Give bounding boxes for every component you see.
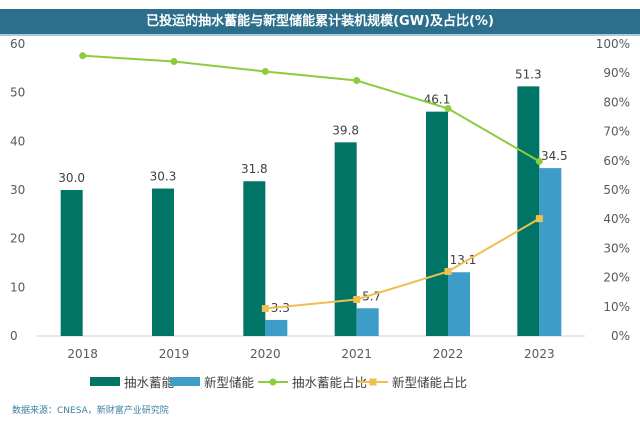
x-tick-label: 2022	[433, 347, 464, 361]
y2-tick-label: 40%	[603, 212, 630, 226]
marker-新型储能占比	[261, 305, 269, 313]
data-label: 30.3	[150, 170, 177, 184]
bar-抽水蓄能	[426, 111, 448, 336]
marker-抽水蓄能占比	[261, 67, 269, 75]
bar-抽水蓄能	[152, 188, 174, 336]
bar-抽水蓄能	[517, 86, 540, 336]
data-label: 39.8	[332, 123, 359, 137]
marker-新型储能占比	[353, 296, 361, 303]
x-tick-label: 2019	[159, 347, 190, 361]
marker-新型储能占比	[444, 267, 452, 275]
legend-label: 抽水蓄能	[124, 375, 175, 390]
y2-tick-label: 10%	[603, 300, 630, 314]
y2-tick-label: 90%	[603, 66, 630, 80]
y2-tick-label: 0%	[611, 329, 630, 343]
bar-抽水蓄能	[334, 142, 357, 336]
legend-marker	[369, 378, 377, 386]
x-tick-label: 2021	[341, 347, 372, 361]
y2-tick-label: 60%	[603, 154, 630, 168]
marker-抽水蓄能占比	[79, 52, 87, 60]
y2-tick-label: 50%	[603, 183, 630, 197]
y2-tick-label: 70%	[603, 125, 630, 139]
y2-tick-label: 30%	[603, 241, 630, 255]
x-tick-label: 2018	[67, 347, 98, 361]
y-tick-label: 60	[10, 37, 25, 51]
data-label: 51.3	[515, 67, 542, 81]
y-tick-label: 50	[10, 86, 25, 100]
legend-label: 新型储能	[204, 375, 255, 390]
marker-新型储能占比	[535, 215, 543, 223]
marker-抽水蓄能占比	[444, 105, 452, 113]
y-tick-label: 20	[10, 232, 25, 246]
legend-label: 抽水蓄能占比	[292, 375, 367, 390]
data-label: 13.1	[450, 253, 477, 267]
bar-新型储能	[539, 168, 562, 336]
data-label: 31.8	[241, 162, 268, 176]
x-tick-label: 2023	[524, 347, 555, 361]
y-tick-label: 30	[10, 183, 25, 197]
bar-新型储能	[448, 272, 470, 336]
legend-swatch	[170, 377, 200, 386]
legend-swatch	[90, 377, 120, 386]
marker-抽水蓄能占比	[353, 77, 361, 84]
chart-title: 已投运的抽水蓄能与新型储能累计装机规模(GW)及占比(%)	[0, 9, 640, 36]
bar-抽水蓄能	[60, 190, 83, 336]
data-label: 34.5	[541, 149, 568, 163]
legend-label: 新型储能占比	[392, 375, 467, 390]
bar-新型储能	[265, 319, 288, 336]
legend-marker	[269, 378, 277, 386]
y-tick-label: 0	[10, 329, 18, 343]
y-tick-label: 40	[10, 134, 25, 148]
y2-tick-label: 20%	[603, 271, 630, 285]
line-新型储能占比	[265, 217, 540, 310]
line-抽水蓄能占比	[82, 54, 540, 163]
source-note: 数据来源：CNESA，新财富产业研究院	[12, 406, 169, 416]
marker-抽水蓄能占比	[170, 58, 178, 66]
marker-抽水蓄能占比	[535, 157, 543, 165]
x-tick-label: 2020	[250, 347, 281, 361]
bar-抽水蓄能	[243, 181, 266, 336]
y2-tick-label: 80%	[603, 95, 630, 109]
bar-新型储能	[356, 308, 379, 336]
y-tick-label: 10	[10, 280, 25, 294]
data-label: 30.0	[58, 171, 85, 185]
y2-tick-label: 100%	[596, 37, 630, 51]
